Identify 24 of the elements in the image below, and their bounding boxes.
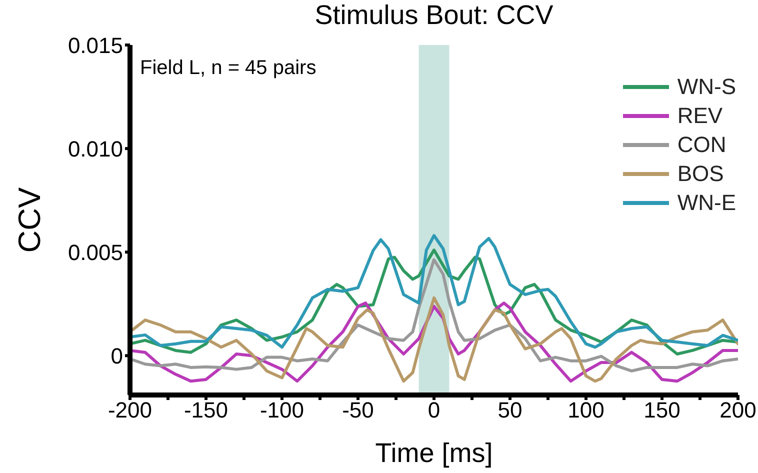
x-tick-label: 200 (720, 398, 756, 423)
x-tick-label: 0 (428, 398, 440, 423)
x-tick-label: 50 (498, 398, 522, 423)
legend-label: WN-S (677, 74, 736, 100)
legend-label: BOS (677, 160, 724, 186)
x-tick-label: -150 (184, 398, 228, 423)
y-axis-title: CCV (12, 187, 48, 253)
chart-title: Stimulus Bout: CCV (314, 0, 554, 31)
x-tick-label: 150 (644, 398, 680, 423)
y-tick-label: 0 (110, 343, 123, 368)
legend-label: CON (677, 132, 726, 158)
legend-label: REV (677, 102, 723, 128)
line-series (130, 234, 738, 349)
y-tick-label: 0.015 (68, 32, 123, 58)
x-tick-label: -50 (342, 398, 374, 423)
x-tick-label: 100 (568, 398, 604, 423)
y-tick-label: 0.005 (68, 240, 123, 265)
legend-label: WN-E (677, 190, 736, 216)
line-series (130, 258, 738, 372)
x-tick-label: -200 (108, 398, 152, 423)
x-axis-title: Time [ms] (374, 438, 494, 469)
annotation: Field L, n = 45 pairs (140, 57, 316, 80)
y-tick-label: 0.010 (68, 136, 123, 162)
x-tick-label: -100 (260, 398, 304, 423)
